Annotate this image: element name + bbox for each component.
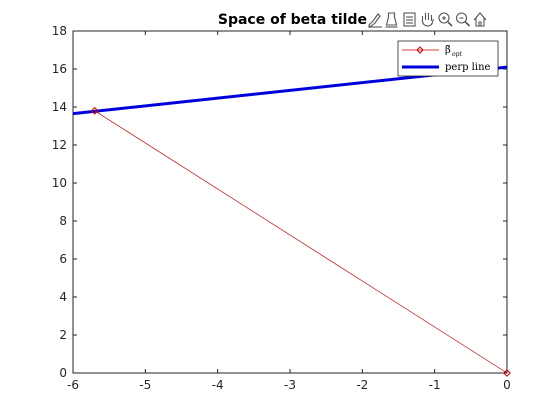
y-tick-label: 18 xyxy=(52,24,67,38)
x-tick-label: -1 xyxy=(429,378,441,392)
y-tick-label: 12 xyxy=(52,138,67,152)
home-icon[interactable] xyxy=(473,12,487,27)
axes-toolbar[interactable] xyxy=(368,12,487,28)
legend[interactable]: β̃ opt perp line xyxy=(397,40,499,77)
legend-label-beta-opt-subscript: opt xyxy=(452,51,462,58)
y-tick-label: 4 xyxy=(59,290,67,304)
legend-box xyxy=(397,40,499,77)
chart-title: Space of beta tilde xyxy=(218,12,367,28)
x-tick-label: 0 xyxy=(503,378,511,392)
legend-label-perp-line: perp line xyxy=(445,62,491,73)
data-point-marker xyxy=(90,106,99,115)
zoom-out-icon[interactable] xyxy=(455,12,471,27)
y-tick-label: 10 xyxy=(52,176,67,190)
y-tick-label: 2 xyxy=(59,328,67,342)
data-point-marker xyxy=(503,369,511,377)
pan-hand-icon[interactable] xyxy=(421,13,435,27)
brush-icon[interactable] xyxy=(368,13,382,28)
data-tip-icon[interactable] xyxy=(385,12,398,28)
axis-ticks xyxy=(72,30,508,374)
axis-tick-labels: -6 -5 -4 -3 -2 -1 0 0 2 4 6 8 10 12 14 16 18 xyxy=(52,24,511,392)
x-tick-label: -3 xyxy=(284,378,296,392)
x-tick-label: -6 xyxy=(67,378,79,392)
y-tick-label: 6 xyxy=(59,252,67,266)
legend-label-beta-opt: β̃ xyxy=(445,45,451,56)
series-beta-opt-line xyxy=(94,110,508,374)
x-tick-label: -5 xyxy=(139,378,151,392)
x-tick-label: -2 xyxy=(356,378,368,392)
zoom-in-icon[interactable] xyxy=(438,12,453,27)
y-tick-label: 16 xyxy=(52,62,67,76)
y-tick-label: 0 xyxy=(59,366,67,380)
plot-area[interactable] xyxy=(72,30,508,374)
axes-frame xyxy=(72,30,508,374)
legend-toggle-icon[interactable] xyxy=(403,12,416,27)
x-tick-label: -4 xyxy=(212,378,224,392)
legend-marker-beta-opt xyxy=(416,46,424,54)
y-tick-label: 14 xyxy=(52,100,67,114)
y-tick-label: 8 xyxy=(59,214,67,228)
